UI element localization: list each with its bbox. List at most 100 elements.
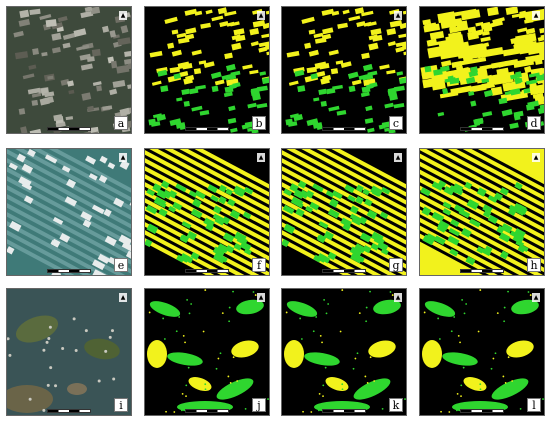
gap-strip [420,149,544,241]
noise-pixel [503,320,506,323]
noise-pixel [321,341,323,344]
noise-pixel [299,317,302,320]
raft-block [119,160,130,170]
scale-bar [322,269,366,273]
scale-bar [47,127,91,131]
noise-pixel [404,398,406,400]
class-green-pond [181,88,190,95]
class-yellow-strip [282,156,406,250]
class-yellow-region [368,340,396,358]
class-green-pond [179,123,186,130]
noise-pixel [373,380,376,382]
class-green-pond [424,65,432,73]
noise-pixel [163,338,166,340]
class-green-pond [259,71,267,76]
panel-map-svg [145,289,269,415]
class-yellow-pond [538,42,544,50]
class-green-pond [191,105,203,112]
noise-pixel [358,312,361,315]
class-green-block [172,201,183,211]
pond-patch [22,73,35,80]
class-green-pond [247,102,257,109]
raft-block [21,182,33,191]
class-yellow-region [490,86,503,96]
class-yellow-pond [233,28,245,36]
gap-strip [420,228,544,275]
raft-block [97,253,110,264]
class-yellow-pond [191,49,202,56]
class-yellow-pond [348,15,361,22]
noise-pixel [178,316,181,318]
class-green-block [183,254,194,264]
north-arrow-icon: ▲ [257,153,265,162]
class-yellow-pond [387,41,396,47]
class-yellow-pond [184,8,198,16]
class-green-pond [348,85,356,93]
class-yellow-pond [313,32,324,39]
noise-pixel [219,352,222,355]
pond-patch [60,78,70,86]
panel-map-svg [145,7,269,133]
noise-pixel [192,384,195,387]
panel-map-svg [7,7,131,133]
class-green-block [340,217,352,228]
class-green-block [176,254,185,263]
pond-patch [127,83,131,90]
class-yellow-pond [517,27,528,33]
pond-patch [31,92,42,98]
panel-map-svg [145,149,269,275]
class-yellow-region [284,340,304,368]
panel-map-svg [7,149,131,275]
class-green-block [380,186,391,195]
noise-pixel [366,382,369,384]
class-yellow-pond [371,34,383,42]
noise-pixel [325,312,328,315]
noise-pixel [455,409,458,412]
north-arrow-icon: ▲ [532,11,540,20]
pond-patch [86,56,95,62]
class-yellow-pond [268,80,269,86]
class-yellow-region [500,90,529,102]
panel-image: ▲ k [281,288,407,416]
class-yellow-pond [471,29,484,37]
class-yellow-pond [169,66,181,74]
class-green-region [511,299,539,315]
noise-pixel [459,341,461,344]
scale-bar [322,409,366,413]
class-green-pond [183,100,190,107]
raft-strip [7,149,131,210]
class-green-block [351,215,363,226]
class-yellow-pond [518,11,531,19]
class-green-block [146,188,156,197]
class-green-block [499,250,509,260]
class-green-pond [362,74,374,81]
panel-image: ▲ l [419,288,545,416]
class-green-pond [362,63,373,72]
class-yellow-strip [282,149,406,218]
noise-pixel [437,317,440,320]
north-arrow-icon: ▲ [257,293,265,302]
class-green-pond [470,100,477,107]
class-yellow-pond [308,29,316,35]
class-green-block [222,232,235,243]
class-yellow-pond [399,22,406,30]
noise-pixel [463,312,466,315]
class-green-block [362,188,370,196]
class-yellow-pond [288,80,299,86]
gap-strip [420,172,544,265]
noise-pixel [319,335,322,337]
noise-pixel [391,294,394,296]
noise-pixel [527,291,530,293]
class-yellow-pond [177,37,190,44]
pond-patch [39,97,50,106]
raft-block [51,238,61,248]
class-yellow-pond [395,46,405,53]
panel-image: ▲ e [6,148,132,276]
pond-patch [109,30,117,38]
class-green-block [299,189,309,199]
class-green-pond [148,118,157,126]
class-green-block [518,205,528,216]
panel-image: ▲ i [6,288,132,416]
noise-pixel [190,303,193,305]
class-green-block [422,234,435,246]
